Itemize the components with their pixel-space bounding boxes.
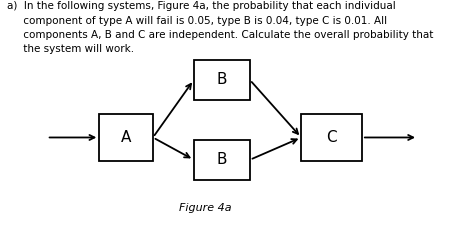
Text: B: B (217, 152, 227, 167)
Text: C: C (326, 130, 337, 145)
Text: A: A (121, 130, 131, 145)
Text: a)  In the following systems, Figure 4a, the probability that each individual
  : a) In the following systems, Figure 4a, … (7, 1, 433, 54)
Bar (301, 114, 362, 161)
Bar (194, 60, 250, 100)
Text: B: B (217, 72, 227, 87)
Text: Figure 4a: Figure 4a (179, 203, 232, 213)
Bar (99, 114, 153, 161)
Bar (194, 140, 250, 180)
